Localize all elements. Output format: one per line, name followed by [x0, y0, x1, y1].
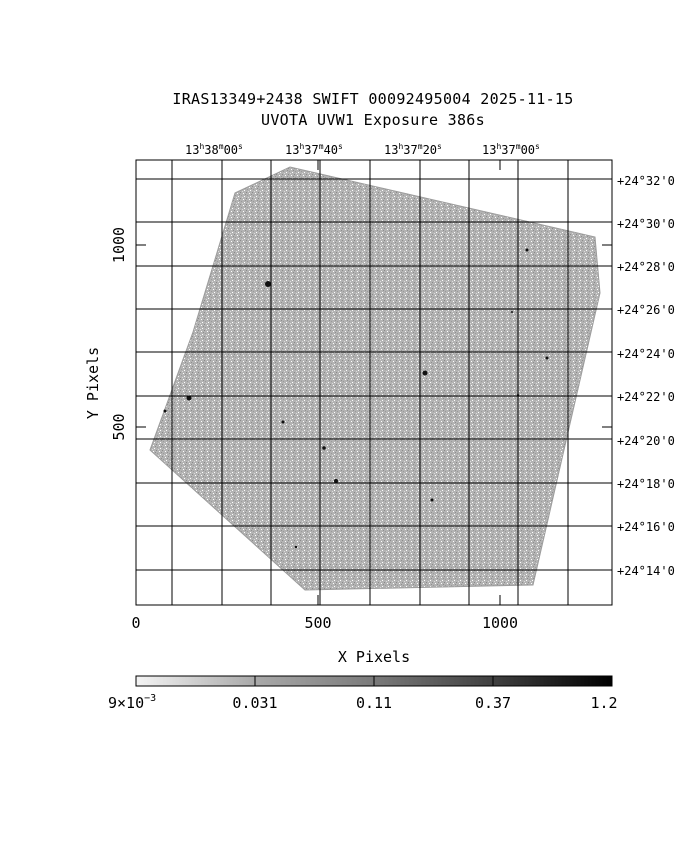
colorbar-label: 0.11: [356, 694, 392, 712]
colorbar-ticks: [254, 676, 494, 686]
y-tick-label: 500: [110, 413, 128, 440]
ra-tick-label: 13h37m40s: [285, 142, 343, 157]
dec-tick-label: +24°14'0: [617, 564, 675, 578]
plot-frame: [135, 159, 613, 606]
plot-subtitle: UVOTA UVW1 Exposure 386s: [261, 111, 485, 129]
source-marker: [294, 545, 298, 549]
pixel-axis-ticks: [135, 160, 612, 605]
dec-tick-label: +24°18'0: [617, 477, 675, 491]
ra-tick-label: 13h37m20s: [384, 142, 442, 157]
coordinate-grid: [136, 160, 612, 605]
source-marker: [511, 311, 513, 313]
source-markers: [163, 248, 549, 549]
svg-text:13h37m40s: 13h37m40s: [285, 142, 343, 157]
dec-tick-label: +24°20'0: [617, 434, 675, 448]
dec-tick-label: +24°22'0: [617, 390, 675, 404]
source-marker: [163, 409, 167, 413]
dec-tick-label: +24°28'0: [617, 260, 675, 274]
source-marker: [430, 498, 434, 502]
svg-text:13h37m20s: 13h37m20s: [384, 142, 442, 157]
exposure-footprint: [149, 166, 601, 591]
y-tick-label: 1000: [110, 227, 128, 263]
dec-tick-label: +24°24'0: [617, 347, 675, 361]
colorbar-label: 0.37: [475, 694, 511, 712]
x-axis-label: X Pixels: [338, 648, 410, 666]
plot-title: IRAS13349+2438 SWIFT 00092495004 2025-11…: [172, 90, 574, 108]
svg-text:13h38m00s: 13h38m00s: [185, 142, 243, 157]
source-marker: [525, 248, 529, 252]
y-axis-label: Y Pixels: [84, 347, 102, 419]
dec-tick-label: +24°30'0: [617, 217, 675, 231]
ra-tick-label: 13h38m00s: [185, 142, 243, 157]
dec-tick-label: +24°16'0: [617, 520, 675, 534]
source-marker: [322, 446, 326, 450]
x-tick-label: 0: [131, 614, 140, 632]
dec-tick-label: +24°26'0: [617, 303, 675, 317]
x-tick-label: 500: [304, 614, 331, 632]
colorbar-label: 1.2: [590, 694, 617, 712]
source-marker: [186, 395, 192, 401]
ra-tick-label: 13h37m00s: [482, 142, 540, 157]
dec-tick-label: +24°32'0: [617, 174, 675, 188]
colorbar-label: 0.031: [232, 694, 277, 712]
source-marker: [422, 370, 428, 376]
dec-tick-labels: +24°32'0 +24°30'0 +24°28'0 +24°26'0 +24°…: [617, 174, 675, 578]
colorbar-label: 9×10−3: [108, 693, 156, 712]
source-marker: [545, 356, 549, 360]
source-marker: [281, 420, 285, 424]
source-marker: [334, 479, 338, 483]
svg-text:13h37m00s: 13h37m00s: [482, 142, 540, 157]
x-tick-label: 1000: [482, 614, 518, 632]
source-marker: [265, 281, 271, 287]
